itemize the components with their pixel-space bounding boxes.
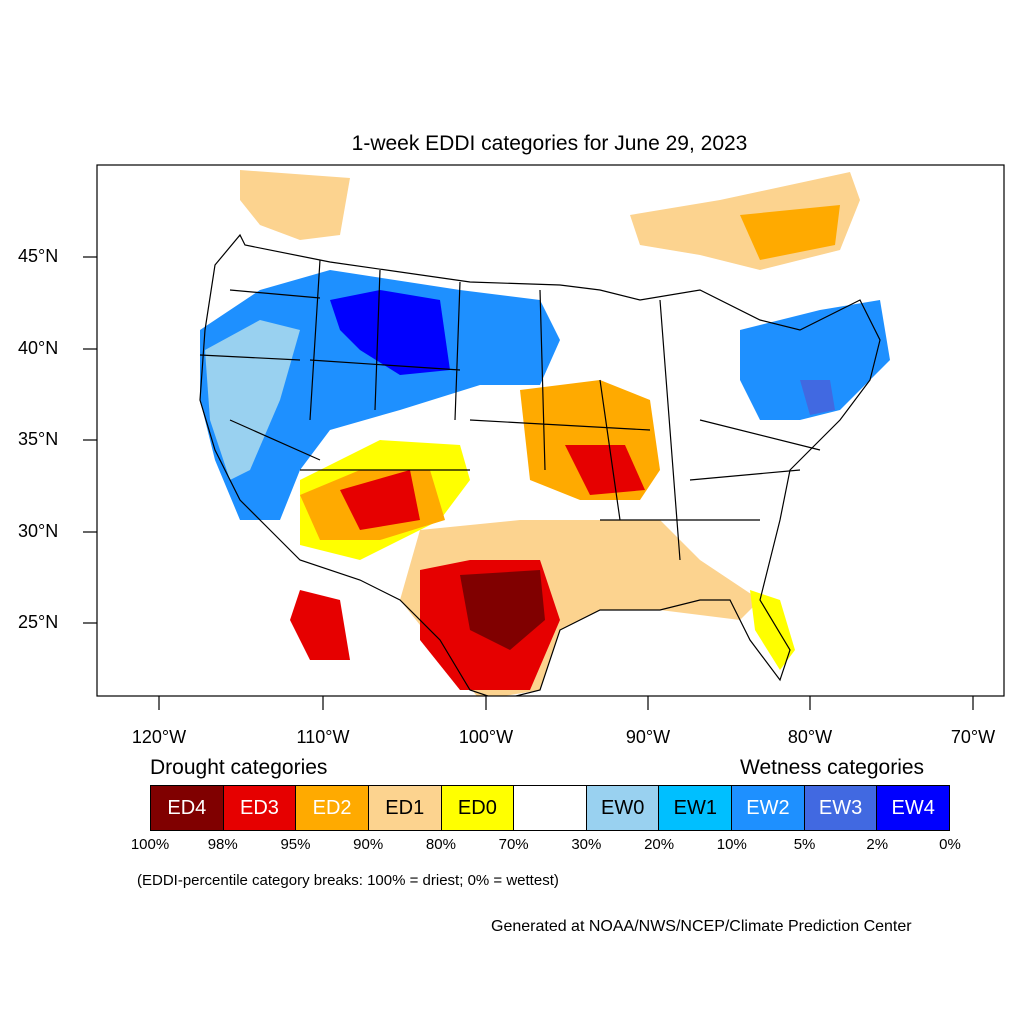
legend-category-ew4: EW4	[877, 786, 950, 830]
lon-label-120: 120°W	[131, 727, 187, 747]
legend-category-ed4: ED4	[151, 786, 224, 830]
lat-label-25: 25°N	[18, 612, 59, 632]
southwest-ed3	[340, 470, 420, 530]
legend-category-ew3: EW3	[804, 786, 878, 830]
break-label: 10%	[716, 836, 747, 853]
east-ew3	[800, 380, 835, 415]
coastline-outline	[199, 233, 881, 696]
break-label: 20%	[644, 836, 675, 853]
break-label: 70%	[498, 836, 529, 853]
rockies-ew4	[330, 290, 450, 375]
lat-label-30: 30°N	[18, 521, 59, 541]
break-label: 95%	[280, 836, 311, 853]
category-legend: ED4 ED3 ED2 ED1 ED0 EW0 EW1 EW2 EW3 EW4	[150, 785, 950, 831]
lon-label-100: 100°W	[458, 727, 514, 747]
lat-label-35: 35°N	[18, 429, 59, 449]
lon-label-80: 80°W	[787, 727, 833, 747]
legend-category-ed1: ED1	[368, 786, 442, 830]
ozarks-ed3	[565, 445, 645, 495]
wetness-heading: Wetness categories	[740, 756, 925, 779]
legend-category-ed2: ED2	[296, 786, 369, 830]
drought-heading: Drought categories	[150, 756, 328, 779]
florida-ed0	[750, 590, 795, 670]
east-wetness	[740, 300, 890, 420]
legend-category-ew2: EW2	[732, 786, 805, 830]
lon-label-110: 110°W	[296, 727, 350, 747]
break-label: 100%	[130, 836, 170, 853]
baja-ed3	[290, 590, 350, 660]
canada-ed2-east	[740, 205, 840, 260]
texas-ed4	[460, 570, 545, 650]
state-line	[199, 259, 821, 561]
legend-category-ew1: EW1	[659, 786, 733, 830]
break-label: 0%	[939, 836, 961, 853]
break-label: 98%	[207, 836, 238, 853]
lon-label-70: 70°W	[950, 727, 996, 747]
break-label: 80%	[425, 836, 456, 853]
category-note: (EDDI-percentile category breaks: 100% =…	[137, 872, 559, 889]
legend-category-ed3: ED3	[223, 786, 297, 830]
break-label: 90%	[353, 836, 384, 853]
legend-category-ew0: EW0	[586, 786, 660, 830]
credit-text: Generated at NOAA/NWS/NCEP/Climate Predi…	[491, 918, 912, 935]
legend-category-neutral	[514, 786, 587, 830]
lon-label-90: 90°W	[625, 727, 671, 747]
break-label: 2%	[866, 836, 889, 853]
map-frame	[96, 164, 1005, 697]
break-label: 30%	[571, 836, 602, 853]
lat-label-45: 45°N	[18, 246, 59, 266]
legend-category-ed0: ED0	[441, 786, 515, 830]
break-label: 5%	[793, 836, 816, 853]
canada-drought-west	[240, 170, 350, 240]
map-title: 1-week EDDI categories for June 29, 2023	[351, 132, 748, 155]
west-wet-ew1	[205, 320, 300, 480]
lat-label-40: 40°N	[18, 338, 59, 358]
